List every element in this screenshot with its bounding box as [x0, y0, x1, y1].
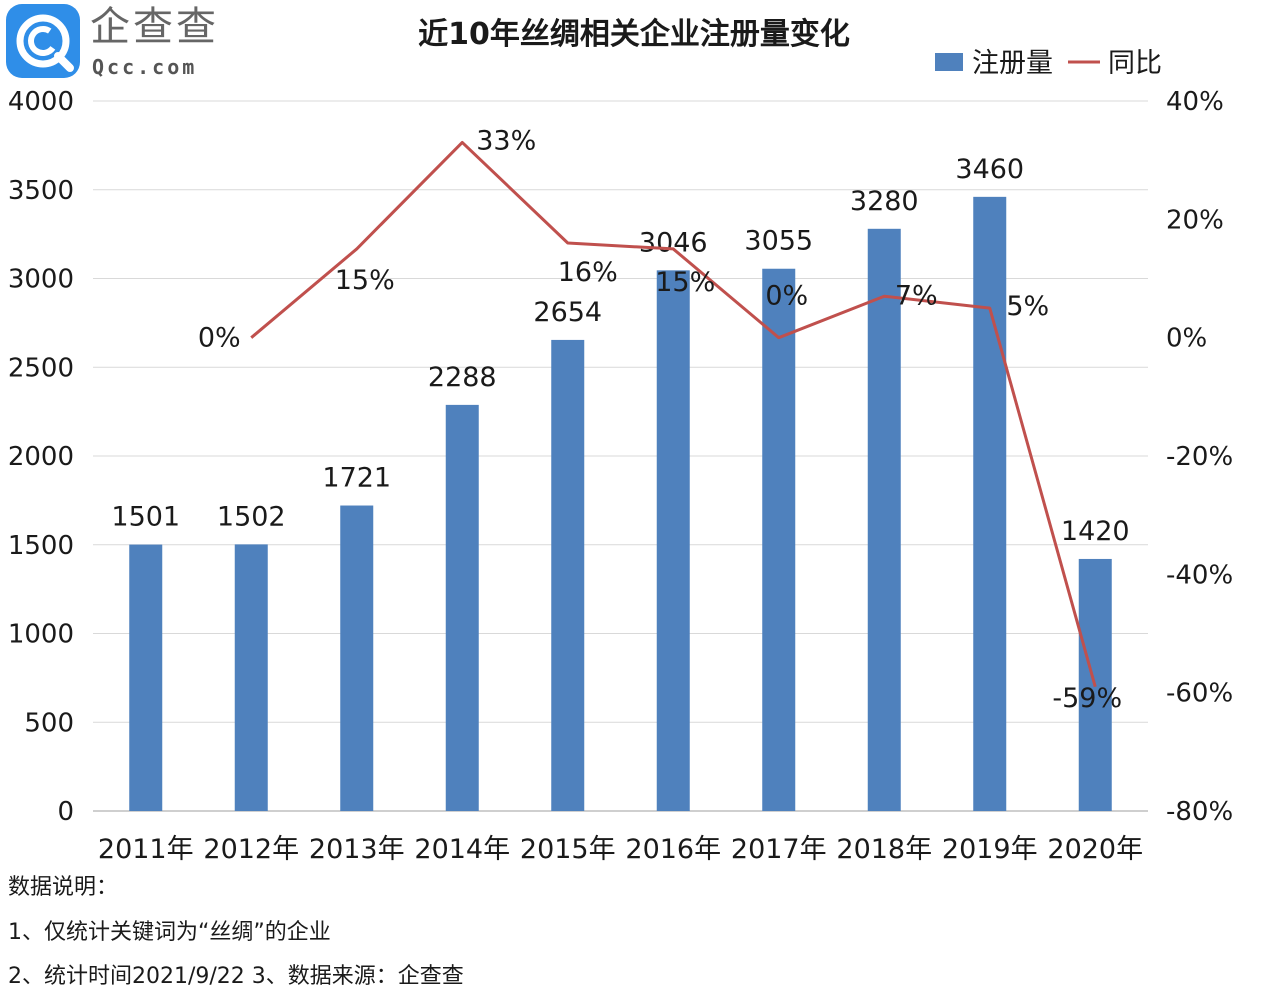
- line-value-label: 5%: [1006, 291, 1049, 322]
- bar-value-label: 2654: [533, 297, 602, 328]
- y-left-tick-label: 3500: [8, 176, 74, 206]
- legend-line-label: 同比: [1108, 48, 1162, 79]
- bar-value-label: 3460: [955, 154, 1024, 185]
- y-right-tick-label: -60%: [1166, 679, 1233, 709]
- bar: [340, 505, 374, 811]
- bar-value-label: 1420: [1061, 516, 1130, 547]
- line-value-label: -59%: [1052, 683, 1122, 714]
- y-left-tick-label: 2000: [8, 442, 74, 472]
- gridlines: [93, 100, 1148, 812]
- line-value-label: 0%: [198, 323, 241, 354]
- x-tick-label: 2020年: [1047, 834, 1143, 865]
- legend: 注册量 同比: [935, 48, 1162, 79]
- chart-title: 近10年丝绸相关企业注册量变化: [418, 17, 850, 52]
- y-axis-right: -80% -60% -40% -20% 0% 20% 40%: [1166, 87, 1233, 827]
- bar-value-label: 1721: [322, 463, 391, 494]
- bar: [551, 339, 585, 811]
- y-left-tick-label: 1500: [8, 531, 74, 561]
- bar-value-label: 3280: [850, 186, 919, 217]
- x-tick-label: 2011年: [98, 834, 194, 865]
- line-value-label: 15%: [335, 265, 395, 296]
- legend-bar-swatch: [935, 53, 963, 71]
- x-tick-label: 2019年: [942, 834, 1038, 865]
- x-tick-label: 2016年: [625, 834, 721, 865]
- y-left-tick-label: 3000: [8, 265, 74, 295]
- bar: [973, 196, 1007, 812]
- line-value-label: 33%: [476, 125, 536, 156]
- notes-line-2: 2、统计时间2021/9/22 3、数据来源：企查查: [8, 964, 464, 989]
- magnifier-q-icon: [6, 4, 80, 78]
- line-value-label: 7%: [895, 280, 938, 311]
- y-left-tick-label: 1000: [8, 620, 74, 650]
- y-axis-left: 0 500 1000 1500 2000 2500 3000 3500 4000: [8, 87, 74, 827]
- y-left-tick-label: 2500: [8, 353, 74, 383]
- bar-series: [129, 196, 1112, 812]
- x-tick-label: 2017年: [731, 834, 827, 865]
- qcc-logo: 企查查 Qcc.com: [6, 4, 221, 80]
- bar-data-labels: 1501 1502 1721 2288 2654 3046 3055 3280 3460 1420: [111, 154, 1129, 547]
- y-left-tick-label: 4000: [8, 87, 74, 117]
- x-axis: 2011年 2012年 2013年 2014年 2015年 2016年 2017年 2018年…: [98, 834, 1143, 865]
- logo-name: 企查查: [90, 4, 219, 50]
- bar-value-label: 2288: [428, 362, 497, 393]
- y-right-tick-label: -40%: [1166, 560, 1233, 590]
- y-right-tick-label: 20%: [1166, 205, 1224, 235]
- bar: [129, 544, 163, 811]
- y-right-tick-label: 0%: [1166, 324, 1207, 354]
- x-tick-label: 2015年: [520, 834, 616, 865]
- bar-value-label: 3055: [744, 226, 813, 257]
- notes-heading: 数据说明：: [8, 875, 119, 900]
- y-right-tick-label: -20%: [1166, 442, 1233, 472]
- bar-value-label: 3046: [639, 227, 708, 258]
- logo-domain: Qcc.com: [92, 55, 198, 79]
- x-tick-label: 2012年: [203, 834, 299, 865]
- yoy-line: [250, 140, 1097, 688]
- bar: [867, 228, 901, 812]
- bar: [445, 404, 479, 811]
- x-tick-label: 2013年: [309, 834, 405, 865]
- chart: 近10年丝绸相关企业注册量变化 注册量 同比 0 500 1000 1500 2000 2…: [8, 17, 1233, 865]
- line-value-label: 16%: [558, 257, 618, 288]
- x-tick-label: 2014年: [414, 834, 510, 865]
- legend-bar-label: 注册量: [972, 48, 1053, 79]
- y-right-tick-label: -80%: [1166, 797, 1233, 827]
- bar: [234, 544, 268, 811]
- y-left-tick-label: 0: [57, 797, 74, 827]
- y-right-tick-label: 40%: [1166, 87, 1224, 117]
- line-value-label: 15%: [655, 267, 715, 298]
- line-data-labels: 0% 15% 33% 16% 15% 0% 7% 5% -59%: [198, 125, 1122, 713]
- notes-line-1: 1、仅统计关键词为“丝绸”的企业: [8, 920, 331, 945]
- y-left-tick-label: 500: [24, 708, 74, 738]
- bar: [762, 268, 796, 811]
- x-tick-label: 2018年: [836, 834, 932, 865]
- bar-value-label: 1501: [111, 502, 180, 533]
- bar-value-label: 1502: [217, 501, 286, 532]
- line-value-label: 0%: [765, 281, 808, 312]
- bar: [656, 270, 690, 812]
